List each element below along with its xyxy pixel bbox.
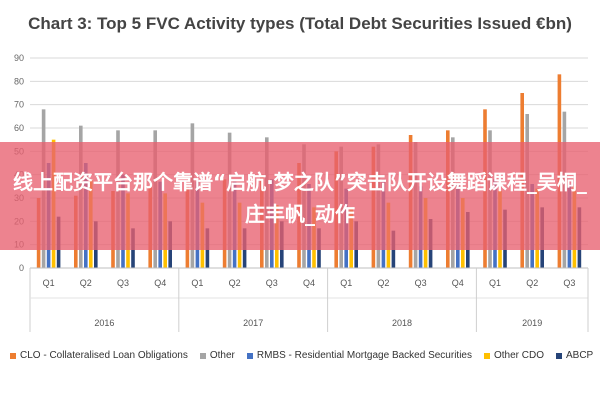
group-label: 2019 [522,318,542,328]
x-tick-label: Q1 [340,278,352,288]
overlay-banner [0,142,600,250]
x-tick-label: Q1 [43,278,55,288]
legend-label: Other CDO [493,350,544,361]
x-tick-label: Q2 [377,278,389,288]
x-tick-label: Q3 [563,278,575,288]
x-tick-label: Q4 [303,278,315,288]
x-tick-label: Q2 [526,278,538,288]
legend-swatch [246,352,253,359]
legend-label: Other [209,350,235,361]
group-label: 2016 [94,318,114,328]
legend-item: Other CDO [483,350,544,361]
group-label: 2017 [243,318,263,328]
group-label: 2018 [392,318,412,328]
x-tick-label: Q2 [80,278,92,288]
chart-title: Chart 3: Top 5 FVC Activity types (Total… [28,14,572,33]
y-tick-label: 0 [19,263,24,273]
x-tick-label: Q3 [415,278,427,288]
y-tick-label: 90 [14,53,24,63]
legend-swatch [483,352,490,359]
legend-label: CLO - Collateralised Loan Obligations [20,350,188,361]
x-tick-label: Q2 [229,278,241,288]
overlay-banner-text: 线上配资平台那个靠谱“启航·梦之队”突击队开设舞蹈课程_吴桐_庄丰帆_动作 [13,170,587,226]
y-tick-label: 70 [14,100,24,110]
y-tick-label: 60 [14,123,24,133]
x-tick-label: Q1 [489,278,501,288]
legend-item: ABCP [556,350,593,361]
legend-item: CLO - Collateralised Loan Obligations [10,350,188,361]
y-tick-label: 80 [14,76,24,86]
legend-swatch [556,352,562,359]
legend-swatch [199,352,206,359]
x-tick-label: Q4 [452,278,464,288]
legend-item: Other [199,350,235,361]
legend-item: RMBS - Residential Mortgage Backed Secur… [246,350,472,361]
x-tick-label: Q4 [154,278,166,288]
chart-legend: CLO - Collateralised Loan Obligations Oth… [10,350,600,361]
legend-label: RMBS - Residential Mortgage Backed Secur… [256,350,472,361]
legend-label: ABCP [566,350,594,361]
x-tick-label: Q1 [191,278,203,288]
x-tick-label: Q3 [117,278,129,288]
x-tick-label: Q3 [266,278,278,288]
legend-swatch [10,352,16,359]
